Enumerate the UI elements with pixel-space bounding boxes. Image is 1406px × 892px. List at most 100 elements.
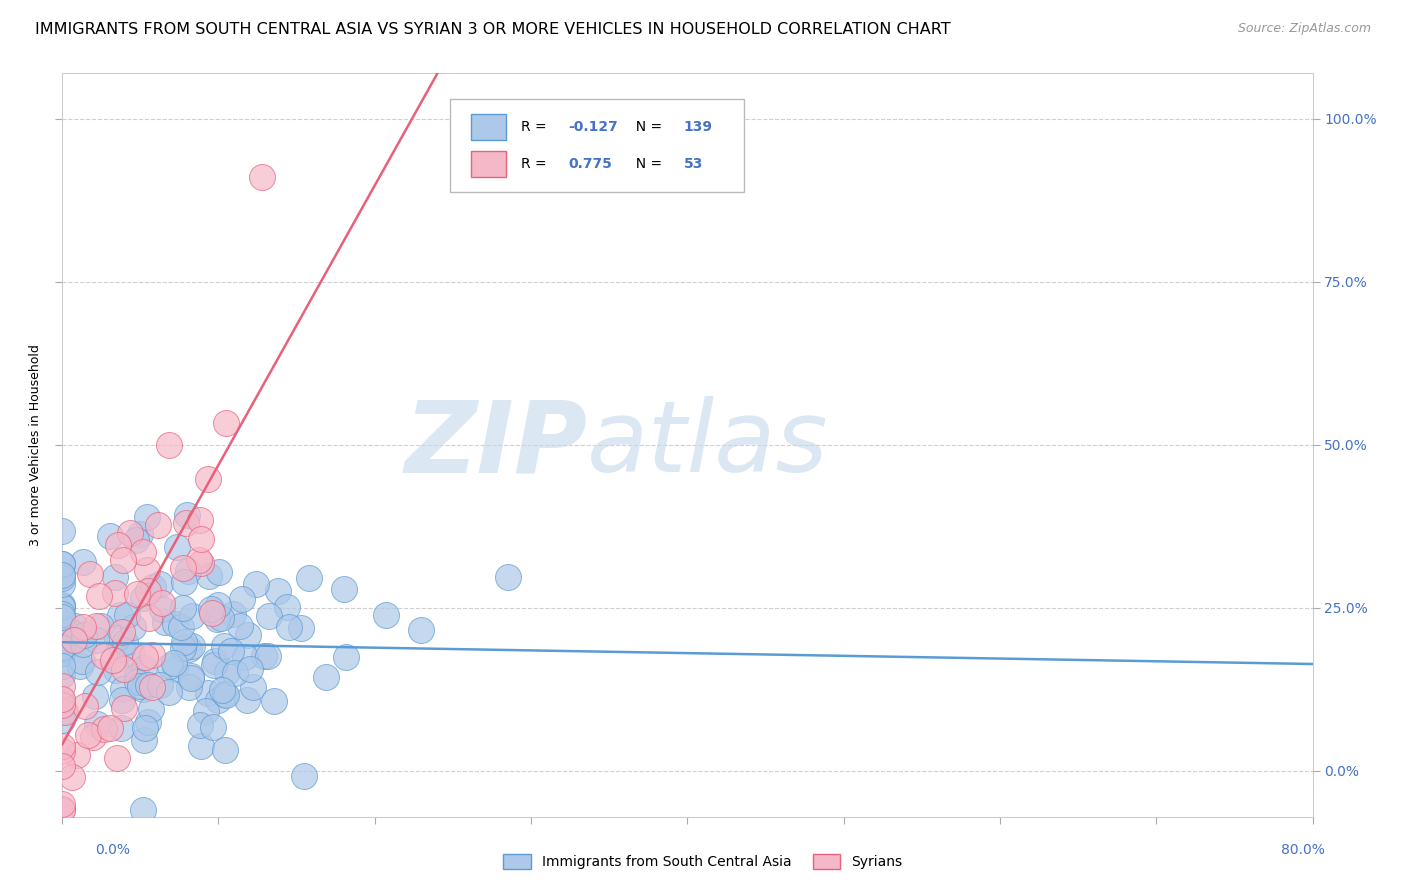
Point <box>172 600 194 615</box>
Text: atlas: atlas <box>588 396 830 493</box>
Point <box>169 620 191 634</box>
Point <box>148 518 170 533</box>
Text: Source: ZipAtlas.com: Source: ZipAtlas.com <box>1237 22 1371 36</box>
Point <box>177 564 200 578</box>
Point <box>90 619 112 633</box>
Point <box>257 609 280 624</box>
Point <box>136 678 159 692</box>
Point <box>150 602 173 616</box>
Point <box>51 640 73 655</box>
Point <box>215 688 238 702</box>
Point <box>172 561 194 575</box>
Point <box>121 648 143 663</box>
Point <box>134 650 156 665</box>
Point <box>132 545 155 559</box>
Point <box>222 607 245 621</box>
Point <box>51 640 73 654</box>
Point <box>72 637 94 651</box>
Point <box>105 663 128 677</box>
Point <box>190 739 212 753</box>
Point <box>290 621 312 635</box>
Point <box>72 620 94 634</box>
Point <box>125 586 148 600</box>
Y-axis label: 3 or more Vehicles in Household: 3 or more Vehicles in Household <box>30 343 42 546</box>
Point <box>128 679 150 693</box>
Point <box>201 720 224 734</box>
Point <box>159 659 181 673</box>
Point <box>201 606 224 620</box>
Text: 80.0%: 80.0% <box>1281 843 1324 857</box>
Point <box>136 510 159 524</box>
Point <box>51 646 73 660</box>
Point <box>132 591 155 606</box>
Point <box>163 616 186 631</box>
Point <box>118 525 141 540</box>
Point <box>98 529 121 543</box>
Point <box>188 717 211 731</box>
Point <box>200 602 222 616</box>
Point <box>214 687 236 701</box>
Point <box>83 690 105 704</box>
Point <box>236 628 259 642</box>
Point <box>51 679 73 693</box>
Point <box>298 571 321 585</box>
Point <box>174 516 197 530</box>
Text: 0.0%: 0.0% <box>96 843 131 857</box>
Point <box>51 638 73 652</box>
Point <box>51 599 73 613</box>
Point <box>166 540 188 554</box>
Point <box>51 713 73 727</box>
Point <box>51 610 73 624</box>
Point <box>132 661 155 675</box>
Point <box>107 538 129 552</box>
Point <box>159 438 181 452</box>
Text: 53: 53 <box>683 157 703 171</box>
Point <box>51 640 73 654</box>
Point <box>233 650 256 665</box>
Point <box>134 721 156 735</box>
Point <box>409 624 432 638</box>
Point <box>51 696 73 710</box>
FancyBboxPatch shape <box>450 99 744 192</box>
Point <box>87 590 110 604</box>
Point <box>105 632 128 646</box>
Point <box>104 586 127 600</box>
Point <box>51 600 73 615</box>
Point <box>333 582 356 596</box>
Point <box>93 649 115 664</box>
Point <box>70 654 93 668</box>
Point <box>117 608 139 623</box>
Point <box>197 686 219 700</box>
Point <box>72 555 94 569</box>
Point <box>51 646 73 660</box>
Point <box>197 568 219 582</box>
Point <box>181 639 204 653</box>
Point <box>132 732 155 747</box>
Point <box>139 702 162 716</box>
Point <box>51 797 73 811</box>
Point <box>51 698 73 712</box>
Point <box>253 649 276 664</box>
Legend: Immigrants from South Central Asia, Syrians: Immigrants from South Central Asia, Syri… <box>496 847 910 876</box>
Point <box>51 570 73 584</box>
Point <box>132 803 155 817</box>
Point <box>242 680 264 694</box>
Point <box>122 620 145 634</box>
Point <box>217 665 239 679</box>
Point <box>141 680 163 694</box>
Point <box>209 611 232 625</box>
Point <box>84 632 107 647</box>
Point <box>208 565 231 579</box>
Point <box>51 577 73 591</box>
Point <box>51 668 73 682</box>
Point <box>315 670 337 684</box>
Point <box>73 628 96 642</box>
Point <box>60 770 83 784</box>
Text: R =: R = <box>522 157 551 171</box>
Point <box>173 575 195 590</box>
Point <box>163 662 186 676</box>
Point <box>252 170 274 185</box>
Point <box>278 619 301 633</box>
Point <box>190 557 212 571</box>
Point <box>79 567 101 582</box>
